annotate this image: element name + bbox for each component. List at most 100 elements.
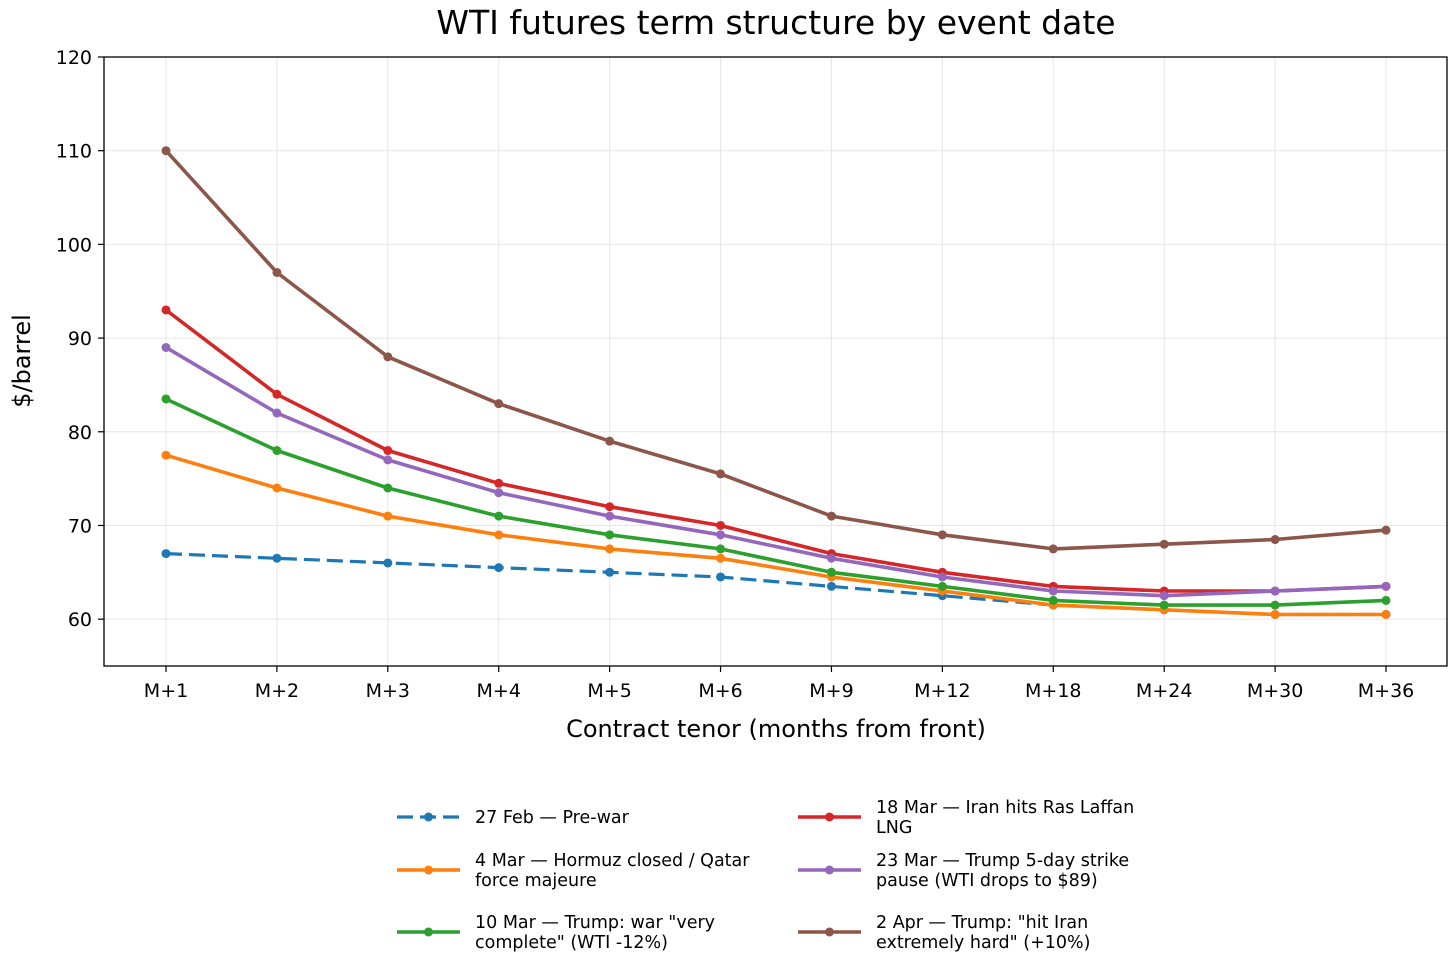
data-point xyxy=(605,567,615,577)
y-tick-label: 80 xyxy=(68,422,92,444)
y-tick-label: 90 xyxy=(68,328,92,350)
data-point xyxy=(1381,581,1391,591)
data-point xyxy=(494,478,504,488)
data-point xyxy=(716,520,726,530)
data-point xyxy=(272,389,282,399)
data-point xyxy=(1381,609,1391,619)
data-point xyxy=(494,399,504,409)
data-point xyxy=(716,469,726,479)
data-point xyxy=(605,511,615,521)
data-point xyxy=(1381,595,1391,605)
x-tick-label: M+2 xyxy=(255,680,299,702)
legend-label: 10 Mar — Trump: war "very xyxy=(475,913,715,933)
y-tick-label: 100 xyxy=(56,234,92,256)
series-line xyxy=(164,149,1387,551)
data-point xyxy=(272,267,282,277)
data-point xyxy=(272,408,282,418)
series-line xyxy=(165,345,1387,598)
data-point xyxy=(605,530,615,540)
x-tick-label: M+9 xyxy=(809,680,853,702)
x-tick-label: M+36 xyxy=(1358,680,1415,702)
data-point xyxy=(161,146,171,156)
series-6 xyxy=(161,146,1391,554)
data-point xyxy=(161,450,171,460)
legend-swatch-marker xyxy=(424,927,433,937)
data-point xyxy=(826,581,836,591)
axis-ticks: 60 70 80 90 100 110 120 M+1 M+2 M+3 M+4 M+5 M+6 M+9 M+… xyxy=(56,47,1415,702)
data-point xyxy=(1159,600,1169,610)
y-tick-label: 120 xyxy=(56,47,92,69)
data-point xyxy=(383,455,393,465)
legend-swatch-marker xyxy=(424,812,433,822)
y-tick-label: 70 xyxy=(68,515,92,537)
data-point xyxy=(1381,525,1391,535)
data-point xyxy=(272,553,282,563)
legend-swatch-marker xyxy=(825,865,834,875)
y-tick-label: 110 xyxy=(56,141,92,163)
data-point xyxy=(383,352,393,362)
plot-frame xyxy=(103,56,1448,667)
data-point xyxy=(826,553,836,563)
legend-swatch-marker xyxy=(825,812,834,822)
data-point xyxy=(937,581,947,591)
data-point xyxy=(272,446,282,456)
data-point xyxy=(605,544,615,554)
legend-swatch-marker xyxy=(825,927,834,937)
legend-label: pause (WTI drops to $89) xyxy=(876,871,1098,891)
data-point xyxy=(383,483,393,493)
data-point xyxy=(716,572,726,582)
legend-entry: 27 Feb — Pre-war xyxy=(397,808,630,828)
series-4 xyxy=(161,305,1391,596)
chart-title: WTI futures term structure by event date xyxy=(436,3,1115,42)
data-point xyxy=(716,530,726,540)
data-point xyxy=(161,305,171,315)
data-point xyxy=(494,511,504,521)
x-tick-label: M+3 xyxy=(366,680,410,702)
data-point xyxy=(383,558,393,568)
y-tick-label: 60 xyxy=(68,609,92,631)
data-point xyxy=(716,544,726,554)
x-tick-label: M+5 xyxy=(587,680,631,702)
legend-label: force majeure xyxy=(475,871,597,891)
series-line xyxy=(164,308,1387,593)
data-point xyxy=(494,530,504,540)
data-point xyxy=(1159,539,1169,549)
data-point xyxy=(1048,595,1058,605)
legend-label: 4 Mar — Hormuz closed / Qatar xyxy=(475,851,750,871)
data-point xyxy=(161,394,171,404)
grid-lines xyxy=(104,56,1447,666)
data-point xyxy=(161,342,171,352)
data-point xyxy=(494,488,504,498)
legend-label: 2 Apr — Trump: "hit Iran xyxy=(876,913,1088,933)
data-point xyxy=(1270,535,1280,545)
x-tick-label: M+1 xyxy=(144,680,188,702)
legend-label: extremely hard" (+10%) xyxy=(876,933,1091,953)
data-point xyxy=(1159,591,1169,601)
data-point xyxy=(937,530,947,540)
data-point xyxy=(826,511,836,521)
x-tick-label: M+24 xyxy=(1136,680,1193,702)
x-tick-label: M+6 xyxy=(698,680,742,702)
data-point xyxy=(716,553,726,563)
x-tick-label: M+4 xyxy=(477,680,521,702)
plot-series xyxy=(161,146,1391,619)
legend-label: complete" (WTI -12%) xyxy=(475,933,668,953)
data-point xyxy=(1048,586,1058,596)
data-point xyxy=(1048,544,1058,554)
data-point xyxy=(272,483,282,493)
data-point xyxy=(161,549,171,559)
data-point xyxy=(605,436,615,446)
series-line xyxy=(165,397,1387,607)
data-point xyxy=(383,446,393,456)
data-point xyxy=(1270,609,1280,619)
data-point xyxy=(494,563,504,573)
series-3 xyxy=(161,394,1391,610)
x-tick-label: M+30 xyxy=(1247,680,1304,702)
data-point xyxy=(383,511,393,521)
data-point xyxy=(1270,586,1280,596)
